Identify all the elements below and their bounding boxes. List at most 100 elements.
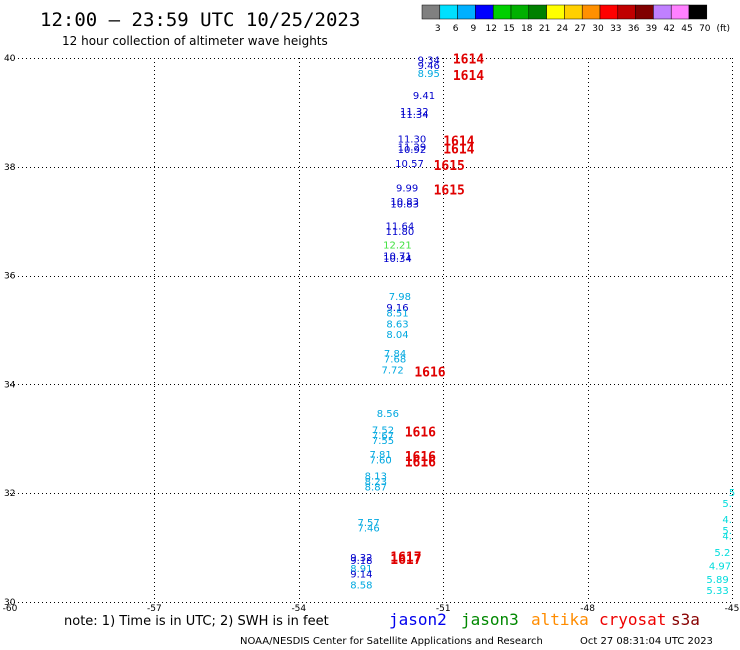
legend-swatch <box>457 4 476 20</box>
wave-height-value: 10.92 <box>398 145 427 156</box>
wave-height-value: 7.72 <box>382 366 404 377</box>
x-tick-label: -57 <box>147 604 162 614</box>
legend-label: 36 <box>628 24 640 34</box>
legend-label: 3 <box>435 24 441 34</box>
x-tick-label: -51 <box>436 604 451 614</box>
wave-height-value: 8.51 <box>386 308 408 319</box>
wave-height-value: 4. <box>722 515 732 526</box>
wave-height-value: 8.63 <box>386 319 408 330</box>
legend-swatch <box>688 4 708 20</box>
grid-lines <box>10 58 733 603</box>
wave-height-value: 8.04 <box>386 330 408 341</box>
cycle-number: 1617 <box>390 550 421 565</box>
x-tick-label: -48 <box>580 604 595 614</box>
cycle-number: 1614 <box>443 134 474 149</box>
legend-label: 45 <box>681 24 692 34</box>
wave-height-value: 5.2 <box>714 548 730 559</box>
wave-height-value: 8.58 <box>350 580 372 591</box>
wave-height-value: 5.33 <box>706 586 728 597</box>
wave-height-value: 9.16 <box>386 303 408 314</box>
wave-height-value: 9.34 <box>418 55 440 66</box>
legend-swatch <box>546 4 565 20</box>
satellite-altika: altika <box>531 610 589 629</box>
legend-label: 30 <box>592 24 604 34</box>
wave-height-value: 11.80 <box>386 227 415 238</box>
wave-height-value: 9.18 <box>350 556 372 567</box>
wave-height-value: 11.29 <box>398 142 427 153</box>
legend-label: 39 <box>646 24 658 34</box>
legend-swatch <box>475 4 494 20</box>
legend-swatch <box>617 4 636 20</box>
wave-height-value: 9.46 <box>418 61 440 72</box>
wave-height-value: 10.83 <box>390 197 419 208</box>
wave-height-value: 7.52 <box>372 425 394 436</box>
wave-height-value: 11.34 <box>400 110 429 121</box>
x-tick-label: -45 <box>725 604 740 614</box>
wave-height-value: 7.68 <box>384 355 406 366</box>
cycle-number-labels: 1614161416141614161516151616161616161616… <box>390 53 484 568</box>
legend-swatch <box>581 4 601 20</box>
wave-height-value: 11.32 <box>400 107 429 118</box>
wave-height-value: 8.13 <box>365 472 387 483</box>
wave-height-value: 11.30 <box>398 134 427 145</box>
cycle-number: 1616 <box>414 366 445 381</box>
wave-height-value: 8.23 <box>365 477 387 488</box>
wave-height-value: 8.56 <box>377 409 399 420</box>
wave-height-value: 5.89 <box>706 575 728 586</box>
legend-label: 24 <box>557 24 569 34</box>
legend-swatch <box>439 4 458 20</box>
legend-swatch <box>599 4 619 20</box>
wave-height-value: 9.41 <box>413 91 435 102</box>
wave-height-value: 10.34 <box>383 254 412 265</box>
satellite-legend: jason2 jason3 altika cryosat s3a <box>389 610 700 629</box>
cycle-number: 1616 <box>405 450 436 465</box>
wave-height-value: 10.71 <box>383 251 412 262</box>
x-tick-label: -54 <box>291 604 306 614</box>
footer-note: note: 1) Time is in UTC; 2) SWH is in fe… <box>64 614 329 629</box>
wave-height-value: 10.57 <box>395 159 424 170</box>
color-legend: 3 6 9 12 15 18 21 24 27 30 33 36 39 42 45 70 (ft) <box>421 4 730 34</box>
legend-unit: (ft) <box>716 24 730 34</box>
wave-height-value: 5. <box>722 499 732 510</box>
satellite-cryosat: cryosat <box>599 610 666 629</box>
wave-height-value: 5 <box>729 488 735 499</box>
wave-height-value: 7.57 <box>357 518 379 529</box>
legend-label: 12 <box>485 24 496 34</box>
legend-label: 21 <box>539 24 550 34</box>
legend-swatch <box>510 4 530 20</box>
cycle-number: 1616 <box>405 425 436 440</box>
legend-label: 9 <box>471 24 477 34</box>
wave-height-value: 4.97 <box>709 561 731 572</box>
axis-tick-labels: -60 -57 -54 -51 -48 -45 30 32 34 36 38 40 <box>3 54 740 614</box>
wave-height-value: 7.81 <box>369 450 391 461</box>
satellite-jason2: jason2 <box>389 610 447 629</box>
cycle-number: 1617 <box>390 553 421 568</box>
x-tick-label: -60 <box>3 604 18 614</box>
legend-swatch <box>670 4 690 20</box>
y-tick-label: 30 <box>4 598 16 608</box>
y-tick-label: 36 <box>4 272 16 282</box>
cycle-number: 1614 <box>443 142 474 157</box>
wave-height-value: 7.46 <box>357 523 379 534</box>
legend-swatch <box>635 4 654 20</box>
legend-swatch <box>564 4 583 20</box>
wave-height-value: 12.21 <box>383 240 412 251</box>
y-tick-label: 40 <box>4 54 16 64</box>
legend-label: 6 <box>453 24 459 34</box>
wave-height-value: 4. <box>722 531 732 542</box>
wave-height-value: 8.91 <box>350 564 372 575</box>
legend-label: 42 <box>663 24 674 34</box>
legend-label: 33 <box>610 24 621 34</box>
legend-label: 27 <box>574 24 585 34</box>
wave-height-value: 9.99 <box>396 183 418 194</box>
credit-text: NOAA/NESDIS Center for Satellite Applica… <box>240 636 543 647</box>
legend-swatch <box>421 4 441 20</box>
y-tick-label: 32 <box>4 489 15 499</box>
wave-height-value: 7.98 <box>389 292 411 303</box>
wave-height-value: 7.67 <box>372 431 394 442</box>
wave-height-value: 8.87 <box>365 482 387 493</box>
cycle-number: 1614 <box>453 69 484 84</box>
wave-height-value: 7.84 <box>384 349 406 360</box>
